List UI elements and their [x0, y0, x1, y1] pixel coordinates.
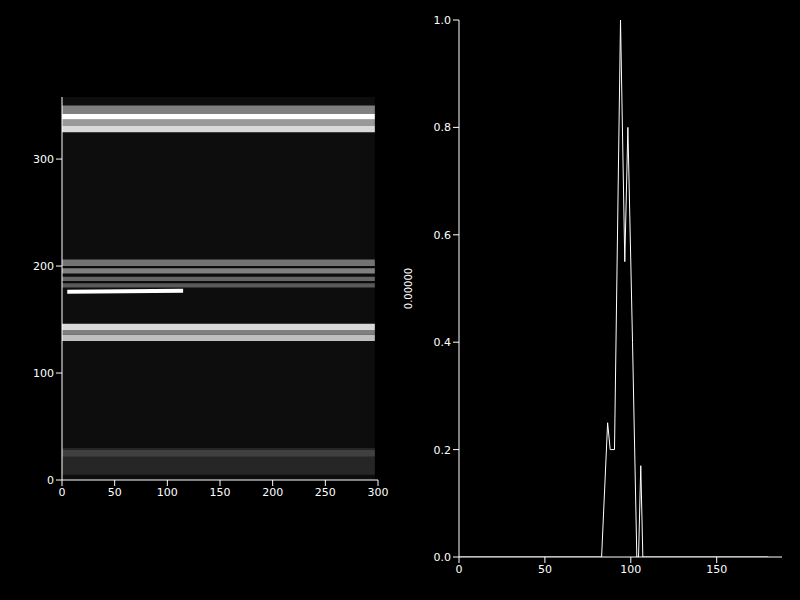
svg-text:300: 300	[33, 153, 54, 166]
svg-text:0: 0	[47, 474, 54, 487]
svg-text:50: 50	[538, 563, 552, 576]
svg-text:150: 150	[210, 486, 231, 499]
svg-text:0.6: 0.6	[434, 229, 452, 242]
svg-text:50: 50	[108, 486, 122, 499]
svg-text:0.0: 0.0	[434, 551, 452, 564]
svg-text:200: 200	[262, 486, 283, 499]
svg-text:0.00000: 0.00000	[403, 268, 414, 309]
svg-text:0.8: 0.8	[434, 121, 452, 134]
svg-text:100: 100	[33, 367, 54, 380]
svg-text:0: 0	[456, 563, 463, 576]
svg-text:250: 250	[315, 486, 336, 499]
svg-text:100: 100	[620, 563, 641, 576]
svg-text:1.0: 1.0	[434, 14, 452, 27]
svg-text:0: 0	[59, 486, 66, 499]
svg-text:150: 150	[706, 563, 727, 576]
svg-text:0.2: 0.2	[434, 444, 452, 457]
svg-text:100: 100	[157, 486, 178, 499]
svg-text:300: 300	[368, 486, 389, 499]
svg-text:0.4: 0.4	[434, 336, 452, 349]
svg-text:200: 200	[33, 260, 54, 273]
